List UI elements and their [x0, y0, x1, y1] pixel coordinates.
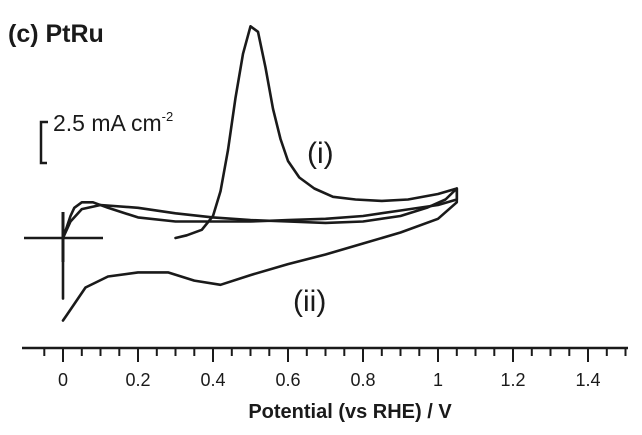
scale-bar-label-main: 2.5 mA cm [53, 110, 162, 136]
scale-bar [39, 120, 48, 165]
x-tick-label: 0 [58, 370, 68, 390]
x-axis-ticks [43, 348, 627, 362]
annotation-i: (i) [307, 137, 334, 170]
x-tick-label: 1.2 [500, 370, 525, 390]
x-axis-tick-labels: 0 0.2 0.4 0.6 0.8 1 1.2 1.4 [58, 370, 601, 390]
series-curve-ii [61, 187, 459, 322]
x-tick-label: 0.4 [200, 370, 225, 390]
series-layer [61, 25, 459, 322]
x-tick-label: 0.6 [275, 370, 300, 390]
x-tick-label: 1.4 [575, 370, 600, 390]
annotation-ii: (ii) [293, 285, 326, 318]
series-curve-i [61, 25, 459, 300]
x-axis-title: Potential (vs RHE) / V [248, 401, 452, 423]
x-tick-label: 1 [433, 370, 443, 390]
x-tick-label: 0.2 [125, 370, 150, 390]
scale-bar-label: 2.5 mA cm-2 [53, 109, 173, 136]
scale-bar-label-exponent: -2 [162, 109, 174, 124]
panel-title: (c) PtRu [8, 20, 104, 48]
x-tick-label: 0.8 [350, 370, 375, 390]
